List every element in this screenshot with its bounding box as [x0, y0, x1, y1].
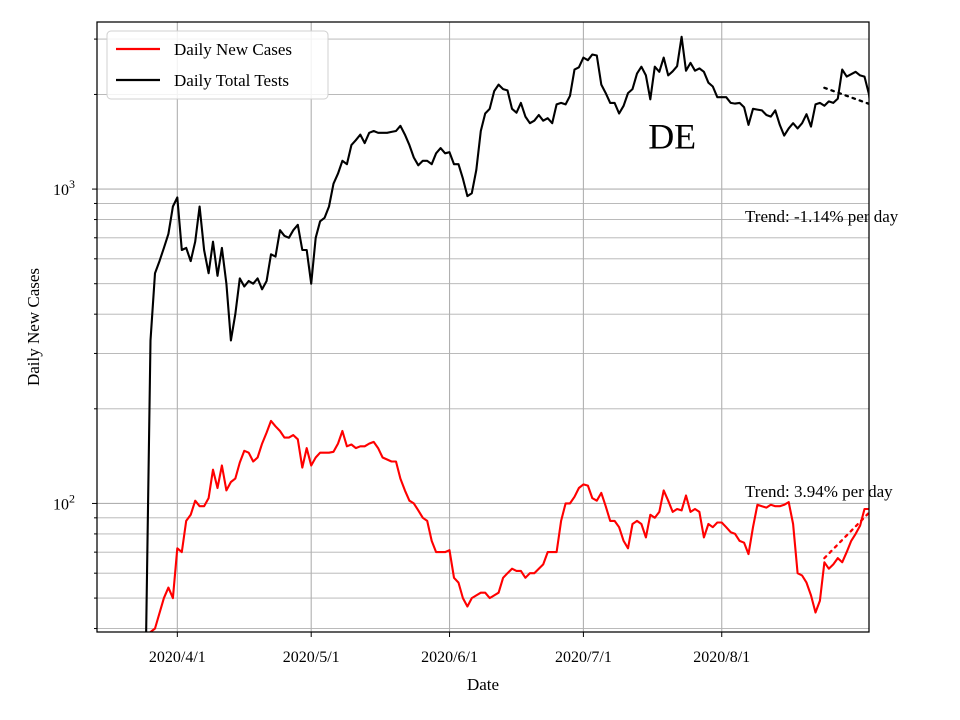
legend-label-daily-total-tests: Daily Total Tests — [174, 71, 289, 90]
y-axis-label: Daily New Cases — [24, 268, 43, 386]
trend-label-daily-new-cases: Trend: 3.94% per day — [745, 482, 893, 501]
legend-label-daily-new-cases: Daily New Cases — [174, 40, 292, 59]
x-tick-label: 2020/7/1 — [555, 649, 612, 666]
series-line-daily-new-cases — [148, 419, 869, 632]
country-label: DE — [648, 117, 696, 157]
x-tick-label: 2020/8/1 — [693, 649, 750, 666]
trend-label-daily-total-tests: Trend: -1.14% per day — [745, 207, 899, 226]
legend-box — [106, 30, 329, 100]
x-tick-label: 2020/4/1 — [149, 649, 206, 666]
x-tick-label: 2020/6/1 — [421, 649, 478, 666]
legend: Daily New Cases Daily Total Tests — [106, 30, 329, 100]
y-tick-label: 102 — [53, 491, 75, 513]
y-tick-base: 10 — [53, 182, 69, 199]
grid — [97, 22, 869, 632]
plot-frame — [96, 21, 870, 633]
series-line-daily-total-tests — [145, 35, 869, 632]
y-tick-base: 10 — [53, 496, 69, 513]
x-axis-label: Date — [467, 675, 499, 694]
trend-line-daily-total-tests — [823, 86, 869, 106]
y-tick-label: 103 — [53, 177, 75, 199]
trend-line-daily-new-cases — [823, 511, 869, 560]
x-tick-label: 2020/5/1 — [283, 649, 340, 666]
annotations: Trend: 3.94% per day Trend: -1.14% per da… — [648, 117, 899, 501]
y-tick-exponent: 2 — [69, 491, 75, 505]
series-group — [145, 35, 869, 632]
y-tick-exponent: 3 — [69, 177, 75, 191]
